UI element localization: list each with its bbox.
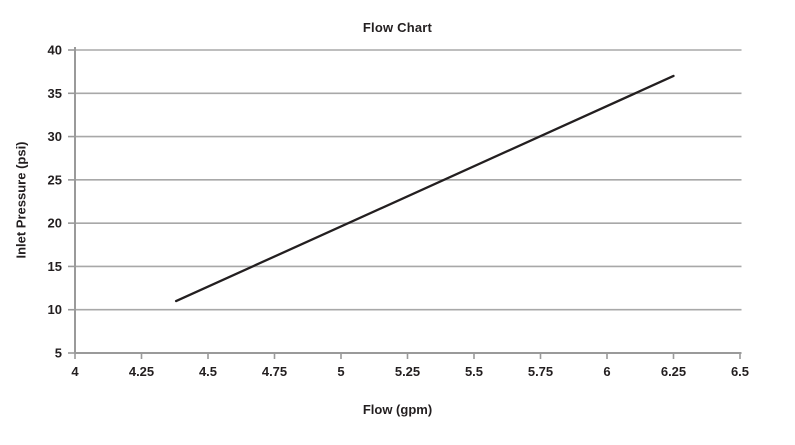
y-tick-label: 20 (48, 216, 62, 231)
x-tick-label: 5 (337, 364, 344, 379)
x-tick-label: 6.25 (661, 364, 686, 379)
x-tick-label: 4.75 (262, 364, 287, 379)
chart-title: Flow Chart (362, 20, 433, 35)
x-tick-label: 5.25 (395, 364, 420, 379)
x-tick-label: 5.5 (465, 364, 483, 379)
y-tick-label: 10 (48, 302, 62, 317)
x-tick-label: 6.5 (731, 364, 749, 379)
x-tick-label: 6 (603, 364, 610, 379)
x-tick-label: 4.25 (129, 364, 154, 379)
y-tick-label: 35 (48, 86, 62, 101)
y-tick-label: 25 (48, 172, 62, 187)
x-tick-label: 4 (71, 364, 79, 379)
x-tick-label: 5.75 (528, 364, 553, 379)
y-tick-label: 15 (48, 259, 62, 274)
x-axis-label: Flow (gpm) (362, 402, 433, 417)
data-line (174, 74, 675, 303)
x-tick-label: 4.5 (199, 364, 217, 379)
y-tick-label: 40 (48, 43, 62, 58)
y-tick-label: 5 (55, 346, 62, 361)
y-tick-label: 30 (48, 129, 62, 144)
